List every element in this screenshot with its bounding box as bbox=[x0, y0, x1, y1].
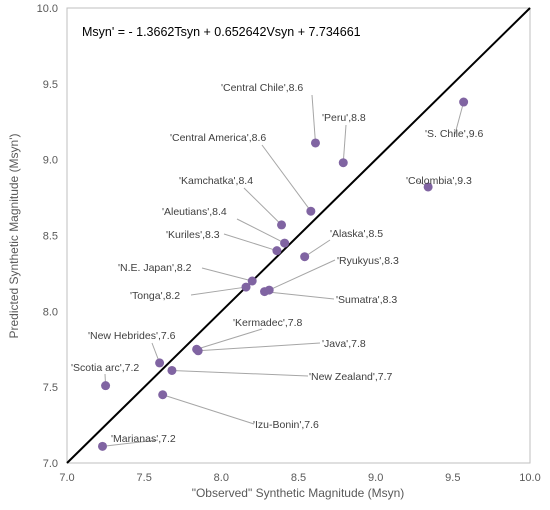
data-point bbox=[97, 441, 107, 451]
point-label: 'Kuriles',8.3 bbox=[166, 229, 220, 241]
leader-line bbox=[198, 342, 321, 352]
data-point bbox=[280, 238, 290, 248]
y-tick-label: 7.0 bbox=[43, 458, 58, 470]
data-point bbox=[300, 252, 310, 262]
leader-line bbox=[162, 394, 255, 425]
point-label: 'S. Chile',9.6 bbox=[425, 128, 483, 140]
data-point bbox=[423, 182, 433, 192]
point-label: 'Ryukyus',8.3 bbox=[337, 255, 399, 267]
leader-line bbox=[201, 267, 253, 282]
leader-line bbox=[342, 124, 347, 163]
leader-line bbox=[454, 101, 465, 135]
data-point bbox=[260, 287, 270, 297]
data-point bbox=[338, 158, 348, 168]
point-label: 'Kamchatka',8.4 bbox=[179, 175, 253, 187]
y-tick-label: 10.0 bbox=[37, 3, 58, 15]
x-tick-label: 7.5 bbox=[137, 472, 152, 484]
point-label: 'New Hebrides',7.6 bbox=[88, 330, 176, 342]
point-label: 'Alaska',8.5 bbox=[330, 228, 383, 240]
data-point bbox=[310, 138, 320, 148]
x-axis-title: "Observed" Synthetic Magnitude (Msyn) bbox=[192, 486, 405, 500]
point-label: 'Sumatra',8.3 bbox=[336, 294, 397, 306]
x-tick-label: 8.5 bbox=[291, 472, 306, 484]
data-point bbox=[193, 346, 203, 356]
leader-line bbox=[171, 369, 309, 377]
leader-line bbox=[304, 239, 331, 258]
x-tick-label: 10.0 bbox=[519, 472, 540, 484]
leader-line bbox=[236, 218, 285, 244]
point-label: 'Kermadec',7.8 bbox=[233, 317, 303, 329]
y-tick-label: 9.5 bbox=[43, 79, 58, 91]
point-label: 'Colombia',9.3 bbox=[406, 175, 472, 187]
point-label: 'Central America',8.6 bbox=[170, 132, 266, 144]
data-point bbox=[459, 97, 469, 107]
data-point bbox=[158, 390, 168, 400]
one-to-one-line bbox=[66, 7, 531, 464]
leader-line bbox=[268, 259, 336, 291]
leader-line bbox=[243, 187, 282, 226]
data-point bbox=[167, 365, 177, 375]
y-tick-label: 8.0 bbox=[43, 306, 58, 318]
y-tick-label: 7.5 bbox=[43, 382, 58, 394]
data-point bbox=[241, 282, 251, 292]
data-point bbox=[101, 381, 111, 391]
leader-line bbox=[102, 439, 159, 447]
data-point bbox=[247, 276, 257, 286]
leader-line bbox=[190, 286, 247, 296]
point-label: 'Java',7.8 bbox=[322, 338, 366, 350]
leader-line bbox=[196, 328, 263, 350]
point-label: 'Scotia arc',7.2 bbox=[71, 362, 139, 374]
point-label: 'Izu-Bonin',7.6 bbox=[253, 419, 319, 431]
y-axis-title: Predicted Synthetic Magnitude (Msyn') bbox=[7, 133, 21, 338]
data-point bbox=[306, 206, 316, 216]
leader-line bbox=[223, 233, 278, 252]
point-label: 'Central Chile',8.6 bbox=[221, 82, 303, 94]
data-point bbox=[155, 358, 165, 368]
point-label: 'Marianas',7.2 bbox=[111, 433, 176, 445]
point-label: 'Aleutians',8.4 bbox=[162, 206, 227, 218]
y-tick-label: 9.0 bbox=[43, 155, 58, 167]
point-label: 'Peru',8.8 bbox=[322, 112, 366, 124]
regression-equation: Msyn' = - 1.3662Tsyn + 0.652642Vsyn + 7.… bbox=[82, 25, 361, 39]
leader-line bbox=[261, 144, 312, 212]
point-label: 'New Zealand',7.7 bbox=[309, 371, 393, 383]
x-tick-label: 9.5 bbox=[445, 472, 460, 484]
leader-line bbox=[264, 291, 335, 300]
leader-line bbox=[311, 94, 316, 144]
plot-area-border bbox=[66, 7, 531, 464]
x-tick-label: 9.0 bbox=[368, 472, 383, 484]
point-label: 'Tonga',8.2 bbox=[130, 290, 180, 302]
point-label: 'N.E. Japan',8.2 bbox=[118, 262, 192, 274]
y-tick-label: 8.5 bbox=[43, 231, 58, 243]
data-point bbox=[277, 220, 287, 230]
data-point bbox=[272, 246, 282, 256]
x-tick-label: 7.0 bbox=[59, 472, 74, 484]
x-tick-label: 8.0 bbox=[214, 472, 229, 484]
